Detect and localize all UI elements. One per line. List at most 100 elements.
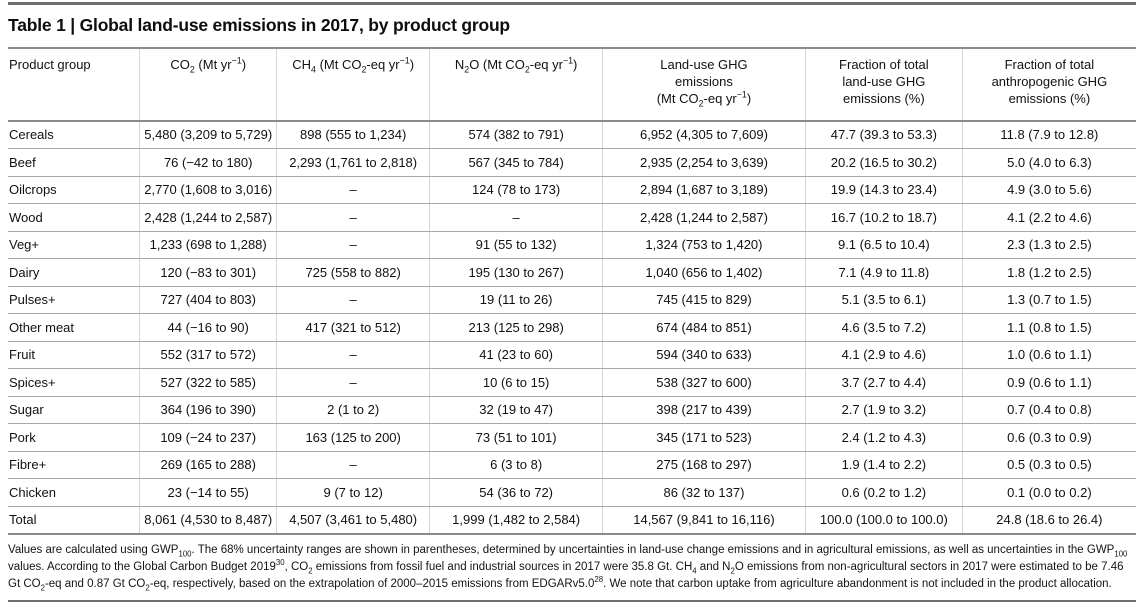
- product-cell: Wood: [8, 203, 140, 232]
- fraction-landuse-cell: 47.7 (39.3 to 53.3): [804, 120, 963, 150]
- n2o-cell: 124 (78 to 173): [429, 176, 603, 205]
- table-row-spices: Spices+ 527 (322 to 585) – 10 (6 to 15) …: [8, 368, 1136, 397]
- ch4-cell: 417 (321 to 512): [275, 313, 430, 342]
- fraction-anthropogenic-cell: 5.0 (4.0 to 6.3): [961, 148, 1136, 177]
- landuse-ghg-cell: 674 (484 to 851): [601, 313, 806, 342]
- ch4-cell: 2,293 (1,761 to 2,818): [275, 148, 430, 177]
- fraction-anthropogenic-cell: 1.0 (0.6 to 1.1): [961, 341, 1136, 370]
- ch4-cell: 725 (558 to 882): [275, 258, 430, 287]
- product-cell: Cereals: [8, 120, 140, 150]
- header-fraction-anthropogenic: Fraction of total anthropogenic GHG emis…: [961, 47, 1136, 122]
- product-cell: Chicken: [8, 478, 140, 507]
- header-fraction-landuse: Fraction of total land-use GHG emissions…: [804, 47, 963, 122]
- fraction-landuse-cell: 1.9 (1.4 to 2.2): [804, 451, 963, 480]
- co2-cell: 8,061 (4,530 to 8,487): [139, 506, 277, 536]
- ch4-cell: –: [275, 451, 430, 480]
- product-cell: Oilcrops: [8, 176, 140, 205]
- co2-cell: 2,770 (1,608 to 3,016): [139, 176, 277, 205]
- landuse-ghg-cell: 2,428 (1,244 to 2,587): [601, 203, 806, 232]
- header-ch4: CH4 (Mt CO2-eq yr−1): [275, 47, 430, 122]
- product-cell: Fibre+: [8, 451, 140, 480]
- product-cell: Total: [8, 506, 140, 536]
- ch4-cell: 4,507 (3,461 to 5,480): [275, 506, 430, 536]
- table-row-cereals: Cereals 5,480 (3,209 to 5,729) 898 (555 …: [8, 120, 1136, 150]
- n2o-cell: 6 (3 to 8): [429, 451, 603, 480]
- landuse-ghg-cell: 2,894 (1,687 to 3,189): [601, 176, 806, 205]
- ch4-cell: 9 (7 to 12): [275, 478, 430, 507]
- fraction-anthropogenic-cell: 0.1 (0.0 to 0.2): [961, 478, 1136, 507]
- co2-cell: 552 (317 to 572): [139, 341, 277, 370]
- fraction-landuse-cell: 4.6 (3.5 to 7.2): [804, 313, 963, 342]
- fraction-landuse-cell: 9.1 (6.5 to 10.4): [804, 231, 963, 260]
- landuse-ghg-cell: 2,935 (2,254 to 3,639): [601, 148, 806, 177]
- table-row-beef: Beef 76 (−42 to 180) 2,293 (1,761 to 2,8…: [8, 148, 1136, 177]
- fraction-anthropogenic-cell: 1.8 (1.2 to 2.5): [961, 258, 1136, 287]
- table-row-fibre: Fibre+ 269 (165 to 288) – 6 (3 to 8) 275…: [8, 451, 1136, 480]
- ch4-cell: –: [275, 231, 430, 260]
- fraction-anthropogenic-cell: 0.5 (0.3 to 0.5): [961, 451, 1136, 480]
- ch4-cell: –: [275, 286, 430, 315]
- header-landuse-ghg: Land-use GHG emissions (Mt CO2-eq yr−1): [601, 47, 806, 122]
- table-row-dairy: Dairy 120 (−83 to 301) 725 (558 to 882) …: [8, 258, 1136, 287]
- bottom-rule: [8, 600, 1136, 610]
- table-body: Cereals 5,480 (3,209 to 5,729) 898 (555 …: [8, 120, 1136, 536]
- product-cell: Fruit: [8, 341, 140, 370]
- ch4-cell: –: [275, 341, 430, 370]
- fraction-anthropogenic-cell: 11.8 (7.9 to 12.8): [961, 120, 1136, 150]
- co2-cell: 2,428 (1,244 to 2,587): [139, 203, 277, 232]
- landuse-ghg-cell: 745 (415 to 829): [601, 286, 806, 315]
- fraction-anthropogenic-cell: 2.3 (1.3 to 2.5): [961, 231, 1136, 260]
- product-cell: Spices+: [8, 368, 140, 397]
- co2-cell: 527 (322 to 585): [139, 368, 277, 397]
- landuse-ghg-cell: 398 (217 to 439): [601, 396, 806, 425]
- fraction-landuse-cell: 100.0 (100.0 to 100.0): [804, 506, 963, 536]
- fraction-anthropogenic-cell: 0.7 (0.4 to 0.8): [961, 396, 1136, 425]
- table-footnote: Values are calculated using GWP100. The …: [8, 544, 1128, 592]
- ch4-cell: –: [275, 368, 430, 397]
- header-row: Product group CO2 (Mt yr−1) CH4 (Mt CO2-…: [8, 47, 1136, 122]
- header-product-group: Product group: [8, 47, 140, 122]
- n2o-cell: 41 (23 to 60): [429, 341, 603, 370]
- co2-cell: 364 (196 to 390): [139, 396, 277, 425]
- table-header: Product group CO2 (Mt yr−1) CH4 (Mt CO2-…: [8, 47, 1136, 122]
- co2-cell: 23 (−14 to 55): [139, 478, 277, 507]
- n2o-cell: 32 (19 to 47): [429, 396, 603, 425]
- table-row-total: Total 8,061 (4,530 to 8,487) 4,507 (3,46…: [8, 506, 1136, 536]
- fraction-anthropogenic-cell: 1.1 (0.8 to 1.5): [961, 313, 1136, 342]
- n2o-cell: –: [429, 203, 603, 232]
- fraction-landuse-cell: 2.7 (1.9 to 3.2): [804, 396, 963, 425]
- fraction-landuse-cell: 20.2 (16.5 to 30.2): [804, 148, 963, 177]
- co2-cell: 269 (165 to 288): [139, 451, 277, 480]
- fraction-anthropogenic-cell: 0.6 (0.3 to 0.9): [961, 423, 1136, 452]
- landuse-ghg-cell: 14,567 (9,841 to 16,116): [601, 506, 806, 536]
- n2o-cell: 1,999 (1,482 to 2,584): [429, 506, 603, 536]
- n2o-cell: 574 (382 to 791): [429, 120, 603, 150]
- table-row-wood: Wood 2,428 (1,244 to 2,587) – – 2,428 (1…: [8, 203, 1136, 232]
- product-cell: Other meat: [8, 313, 140, 342]
- table-row-fruit: Fruit 552 (317 to 572) – 41 (23 to 60) 5…: [8, 341, 1136, 370]
- fraction-anthropogenic-cell: 4.1 (2.2 to 4.6): [961, 203, 1136, 232]
- table-row-chicken: Chicken 23 (−14 to 55) 9 (7 to 12) 54 (3…: [8, 478, 1136, 507]
- fraction-anthropogenic-cell: 1.3 (0.7 to 1.5): [961, 286, 1136, 315]
- landuse-ghg-cell: 6,952 (4,305 to 7,609): [601, 120, 806, 150]
- ch4-cell: 898 (555 to 1,234): [275, 120, 430, 150]
- table-row-pork: Pork 109 (−24 to 237) 163 (125 to 200) 7…: [8, 423, 1136, 452]
- n2o-cell: 19 (11 to 26): [429, 286, 603, 315]
- co2-cell: 120 (−83 to 301): [139, 258, 277, 287]
- landuse-ghg-cell: 86 (32 to 137): [601, 478, 806, 507]
- fraction-landuse-cell: 19.9 (14.3 to 23.4): [804, 176, 963, 205]
- n2o-cell: 54 (36 to 72): [429, 478, 603, 507]
- product-cell: Dairy: [8, 258, 140, 287]
- ch4-cell: –: [275, 203, 430, 232]
- co2-cell: 727 (404 to 803): [139, 286, 277, 315]
- fraction-landuse-cell: 5.1 (3.5 to 6.1): [804, 286, 963, 315]
- fraction-landuse-cell: 2.4 (1.2 to 4.3): [804, 423, 963, 452]
- table-row-veg: Veg+ 1,233 (698 to 1,288) – 91 (55 to 13…: [8, 231, 1136, 260]
- landuse-ghg-cell: 275 (168 to 297): [601, 451, 806, 480]
- n2o-cell: 91 (55 to 132): [429, 231, 603, 260]
- fraction-anthropogenic-cell: 0.9 (0.6 to 1.1): [961, 368, 1136, 397]
- product-cell: Veg+: [8, 231, 140, 260]
- table-row-other-meat: Other meat 44 (−16 to 90) 417 (321 to 51…: [8, 313, 1136, 342]
- n2o-cell: 195 (130 to 267): [429, 258, 603, 287]
